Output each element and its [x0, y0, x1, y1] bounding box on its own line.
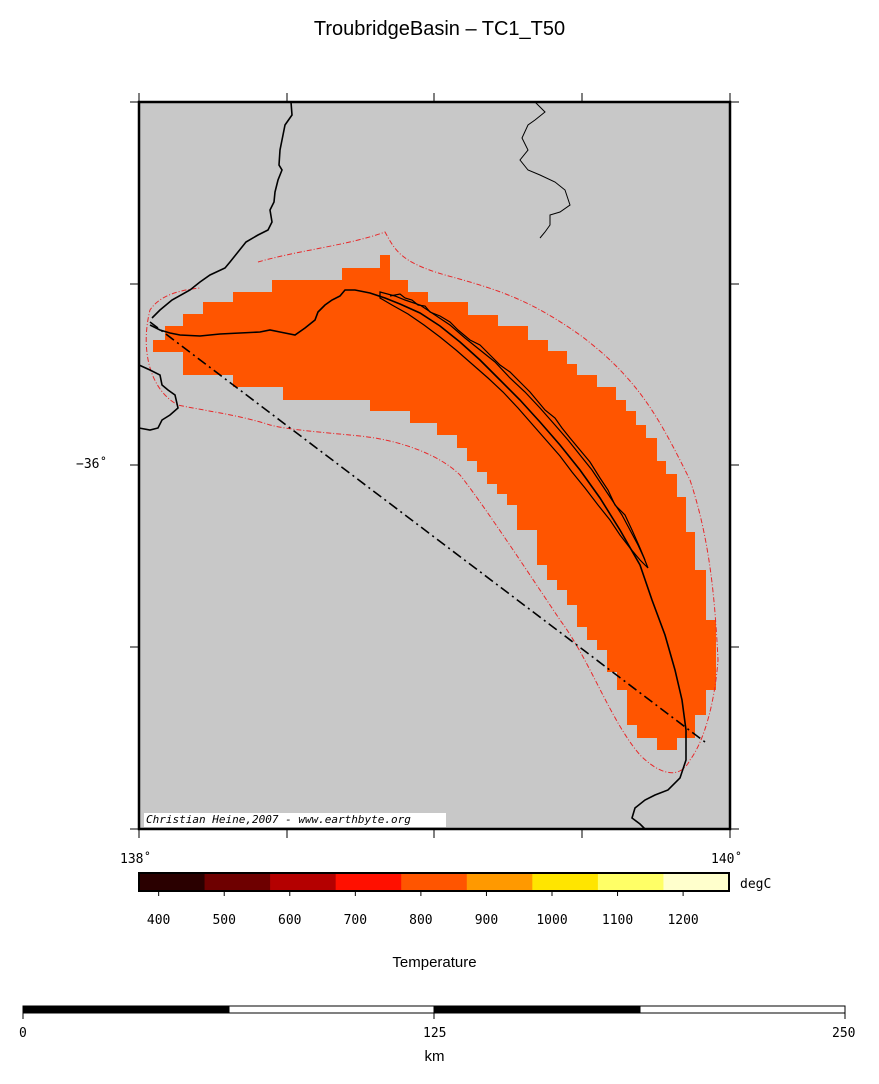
colorbar-swatch: [139, 873, 206, 891]
colorbar-unit: degC: [740, 877, 772, 892]
colorbar-ticks: [158, 891, 684, 896]
colorbar-tick-label: 1000: [536, 913, 568, 928]
lake-shoreline: [389, 293, 646, 561]
scale-label-250: 250: [832, 1026, 856, 1041]
colorbar-swatch: [204, 873, 271, 891]
latitude-label: −36˚: [76, 457, 108, 472]
river: [519, 101, 571, 239]
colorbar-frame: [138, 872, 730, 892]
scale-unit: km: [424, 1048, 445, 1065]
colorbar-swatch: [532, 873, 599, 891]
colorbar-tick-label: 600: [278, 913, 302, 928]
colorbar-swatch: [663, 873, 730, 891]
colorbar-label: Temperature: [392, 954, 477, 971]
longitude-left-label: 138˚: [120, 852, 152, 867]
colorbar-swatch: [401, 873, 468, 891]
colorbar-swatches: [139, 873, 730, 891]
kangaroo-island-coast: [138, 364, 179, 431]
temperature-anomaly-region: [153, 255, 716, 750]
scale-label-0: 0: [19, 1026, 27, 1041]
colorbar-tick-label: 800: [409, 913, 433, 928]
colorbar-swatch: [335, 873, 402, 891]
frame-ticks: [130, 93, 739, 838]
colorbar-swatch: [270, 873, 337, 891]
colorbar-tick-label: 700: [343, 913, 368, 928]
credit-text: Christian Heine,2007 - www.earthbyte.org: [146, 813, 411, 826]
scale-bar: [22, 1005, 846, 1019]
colorbar-tick-label: 400: [146, 913, 171, 928]
coastline-north: [151, 101, 293, 319]
colorbar-swatch: [466, 873, 533, 891]
profile-line: [149, 321, 706, 743]
credit-box: [144, 813, 446, 827]
colorbar-tick-label: 500: [212, 913, 236, 928]
coorong-lagoon: [379, 291, 649, 569]
scale-label-125: 125: [423, 1026, 447, 1041]
colorbar-tick-label: 900: [474, 913, 499, 928]
colorbar-swatch: [597, 873, 664, 891]
longitude-right-label: 140˚: [711, 852, 743, 867]
colorbar-tick-label: 1100: [601, 913, 634, 928]
colorbar-tick-label: 1200: [667, 913, 699, 928]
peninsula-coastline: [149, 289, 687, 830]
map-title: TroubridgeBasin – TC1_T50: [313, 18, 566, 40]
